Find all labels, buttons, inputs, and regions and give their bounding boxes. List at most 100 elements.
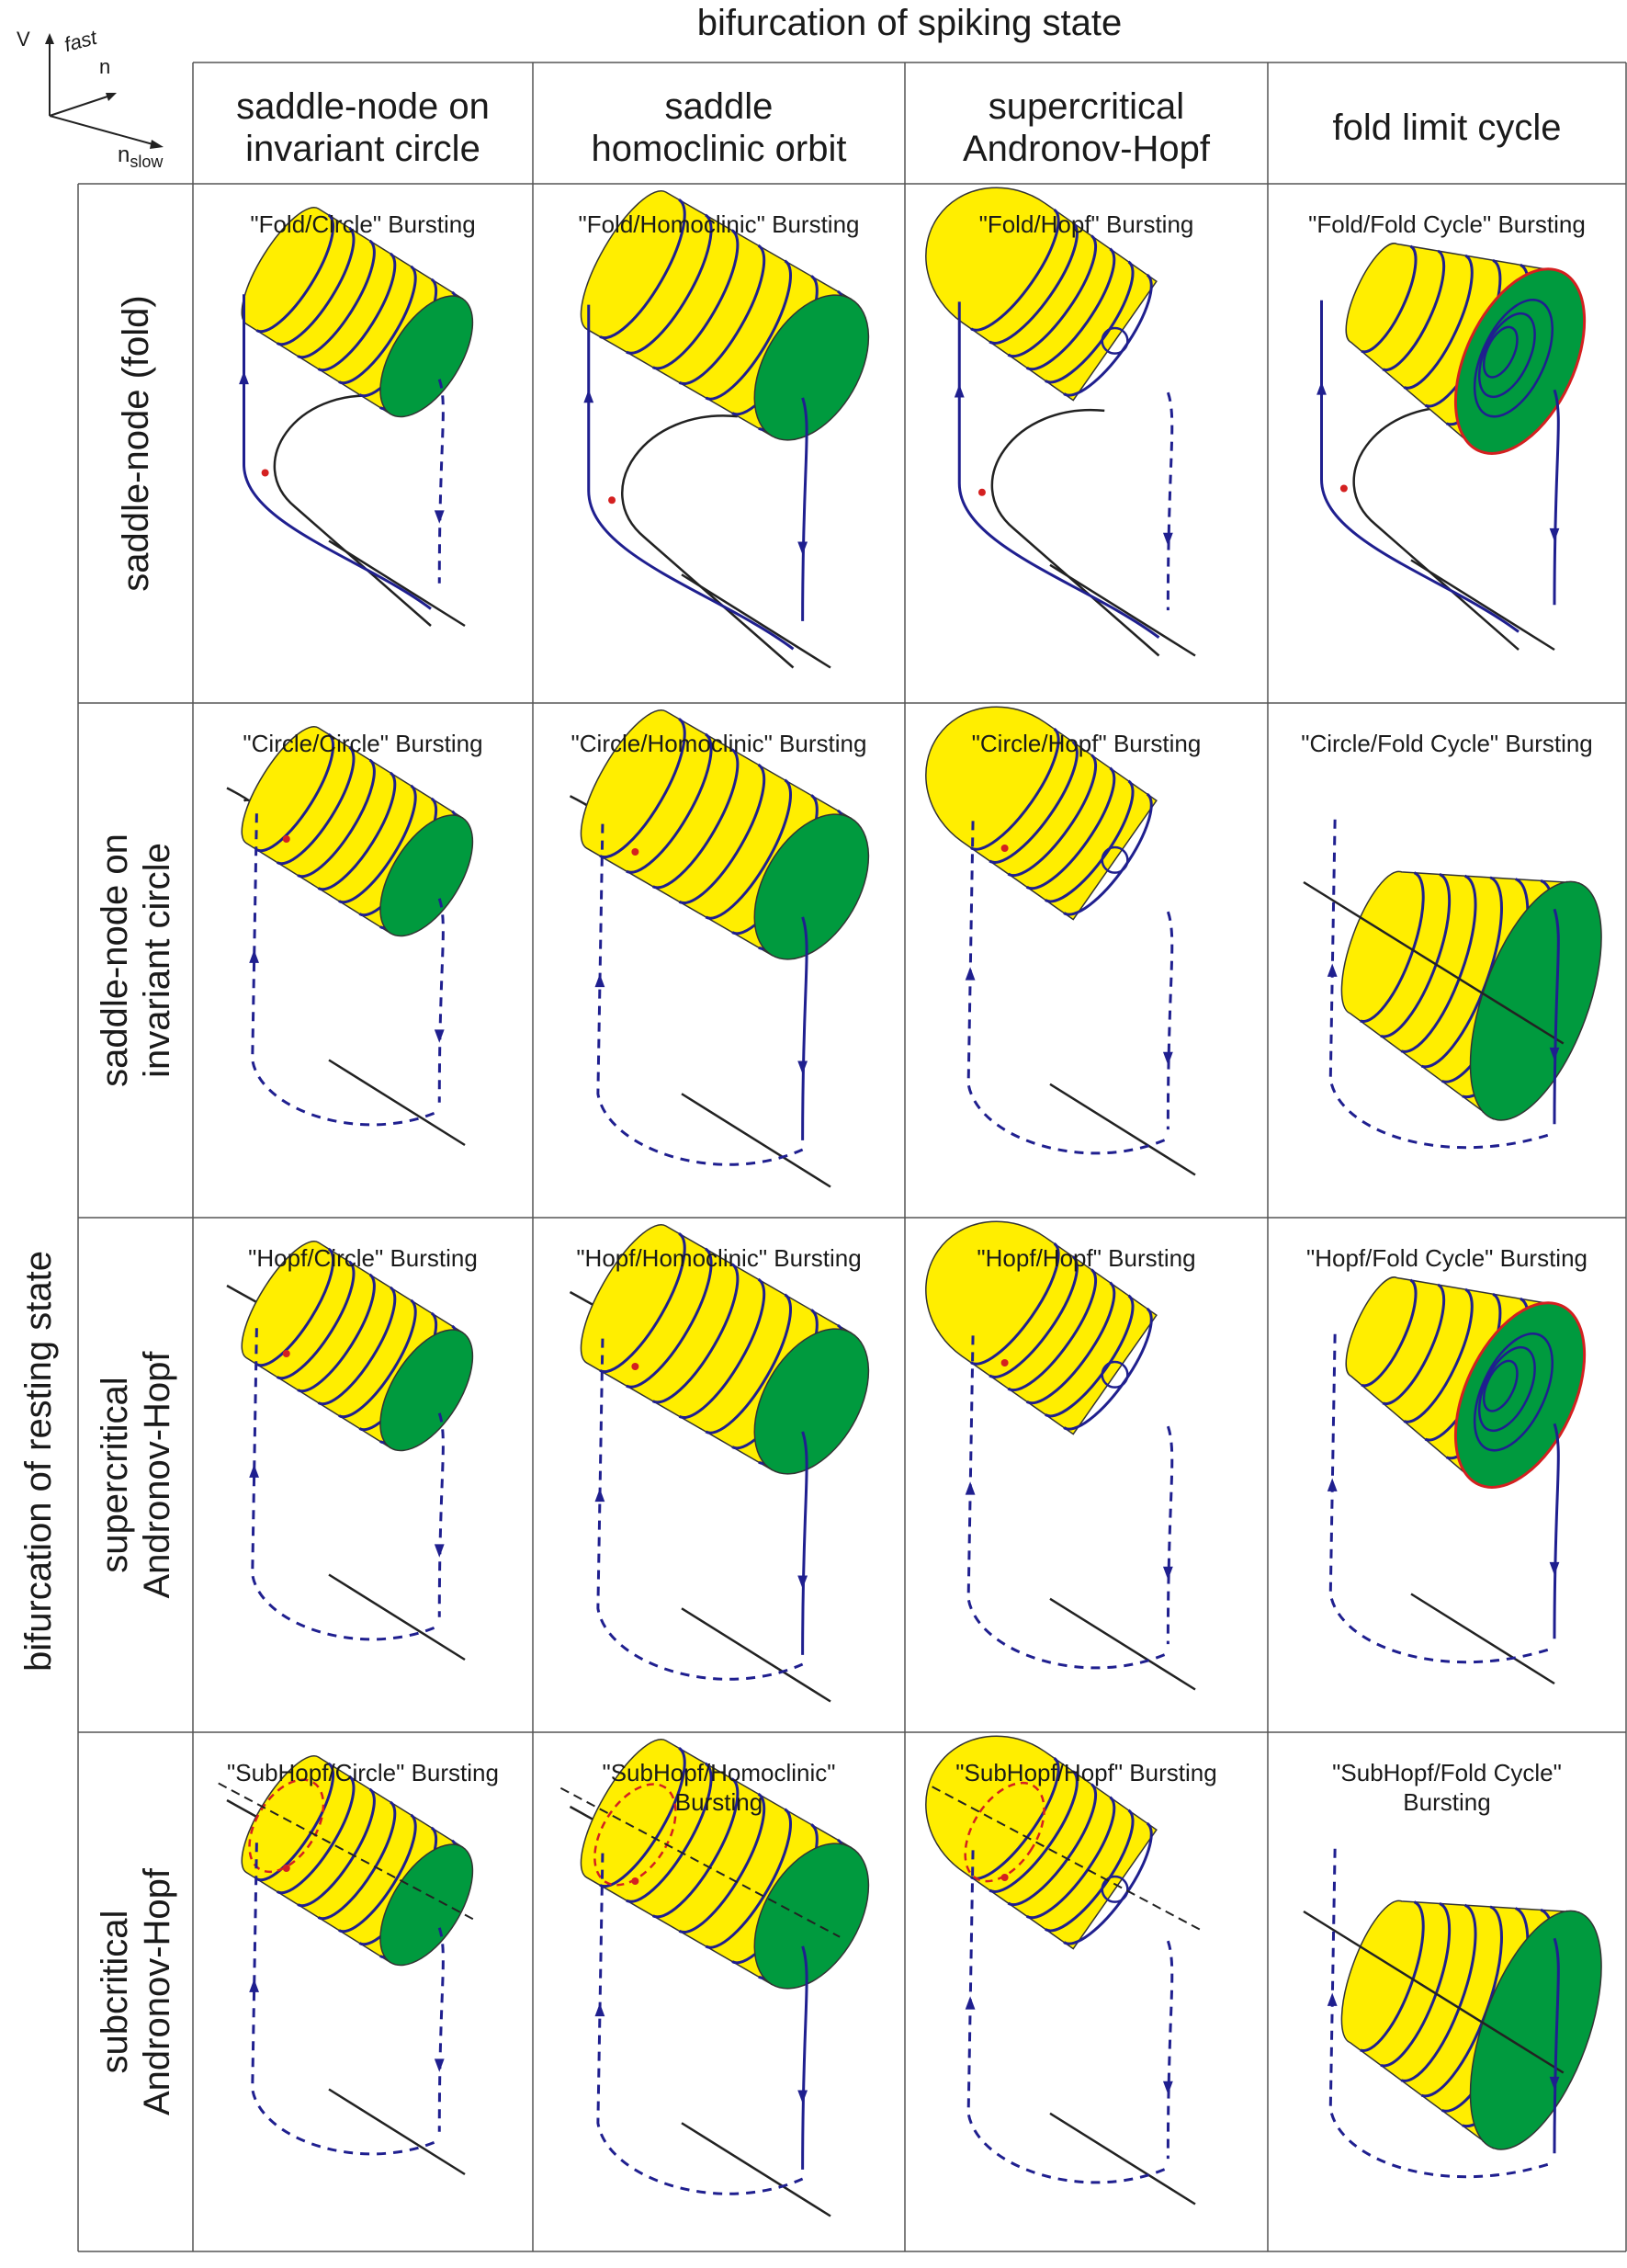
rest-branch-curve: [1410, 559, 1555, 652]
bursting-diagram: [559, 1738, 870, 2217]
spiral-trajectory: [255, 1247, 335, 1367]
limit-cycle-surface: [925, 1220, 1158, 1435]
spiral-trajectory: [705, 259, 792, 401]
spiral-trajectory: [1403, 1287, 1474, 1423]
spiral-trajectory: [1045, 1809, 1135, 1933]
down-trajectory: [801, 1945, 808, 2170]
return-trajectory: [1328, 1848, 1555, 2179]
return-trajectory: [1328, 1333, 1555, 1664]
direction-arrow-icon: [434, 1544, 445, 1558]
spiral-trajectory: [651, 748, 740, 890]
spiral-trajectory: [276, 745, 356, 866]
rest-branch-curve: [328, 2088, 466, 2176]
cell-title: "Circle/Hopf" Bursting: [971, 730, 1202, 757]
cell-title: "Hopf/Hopf" Bursting: [977, 1244, 1196, 1272]
bifurcation-point: [282, 1865, 290, 1872]
column-header-hopf: supercritical Andronov-Hopf: [905, 68, 1268, 187]
direction-arrow-icon: [249, 949, 259, 963]
spiral-trajectory: [599, 718, 686, 859]
cross-section-face: [379, 814, 474, 937]
up-trajectory: [243, 294, 432, 610]
spiral-trajectory: [276, 1775, 356, 1895]
spiral-trajectory: [989, 741, 1079, 864]
bifurcation-point: [977, 488, 986, 496]
spiral-trajectory: [626, 1247, 713, 1389]
column-header-line2: Andronov-Hopf: [962, 129, 1211, 169]
spiral-trajectory: [1007, 234, 1098, 358]
cell-title: "Fold/Homoclinic" Bursting: [578, 210, 860, 238]
cell-title: "Fold/Fold Cycle" Bursting: [1308, 210, 1586, 238]
spiral-trajectory: [970, 1242, 1060, 1366]
spiral-trajectory: [1382, 249, 1446, 371]
spiral-trajectory: [599, 198, 686, 340]
bursting-diagram: [226, 725, 474, 1147]
rest-branch-curve: [681, 1607, 831, 1703]
direction-arrow-icon: [797, 1575, 808, 1589]
bursting-diagram: [569, 1223, 870, 1703]
direction-arrow-icon: [434, 1029, 445, 1043]
rest-branch-curve: [1049, 1597, 1196, 1691]
hopf-spiral: [1101, 1875, 1129, 1903]
cell-title: "Circle/Homoclinic" Bursting: [571, 730, 867, 757]
spiral-trajectory: [678, 244, 766, 386]
spiral-trajectory: [1045, 779, 1135, 903]
column-header-homoclinic: saddle homoclinic orbit: [533, 68, 905, 187]
spiking-bifurcation-title: bifurcation of spiking state: [696, 3, 1123, 43]
bursting-diagram: [925, 1220, 1196, 1691]
spiral-trajectory: [1382, 1283, 1446, 1405]
cell-title: "SubHopf/Hopf" Bursting: [955, 1759, 1217, 1786]
spiral-trajectory: [970, 1757, 1060, 1880]
cross-section-face: [1453, 1301, 1587, 1489]
bursting-diagram: [226, 1240, 474, 1661]
slow-manifold-curve: [273, 394, 432, 627]
direction-arrow-icon: [1316, 381, 1327, 395]
spiral-trajectory: [1361, 244, 1418, 354]
rest-branch-curve: [1049, 1083, 1196, 1176]
direction-arrow-icon: [594, 973, 605, 988]
down-trajectory: [1553, 1423, 1560, 1639]
direction-arrow-icon: [434, 2058, 445, 2072]
down-trajectory: [437, 1412, 445, 1617]
spiral-trajectory: [1025, 1281, 1116, 1405]
rest-branch-curve: [681, 1093, 831, 1188]
spiral-trajectory: [651, 229, 740, 370]
bifurcation-point: [1000, 845, 1009, 852]
spiral-trajectory: [970, 728, 1060, 851]
inner-spiral: [1477, 312, 1536, 399]
direction-arrow-icon: [239, 370, 249, 385]
column-header-line1: fold limit cycle: [1332, 108, 1562, 148]
cross-section-face: [379, 1843, 474, 1967]
slow-manifold-curve: [990, 408, 1160, 657]
unstable-branch: [559, 1786, 841, 1938]
up-trajectory: [1320, 300, 1520, 633]
spiral-trajectory: [678, 763, 766, 905]
bursting-diagram: [1303, 1848, 1602, 2179]
spiral-trajectory: [970, 209, 1060, 332]
return-trajectory: [1328, 819, 1555, 1150]
return-trajectory: [596, 1338, 804, 1681]
spiral-trajectory: [1403, 254, 1474, 390]
bursting-diagram: [1303, 819, 1602, 1150]
cell-title: "SubHopf/Circle" Bursting: [227, 1759, 499, 1786]
limit-cycle-surface: [925, 1735, 1158, 1950]
spiral-trajectory: [255, 732, 335, 853]
cell-title: "Circle/Fold Cycle" Bursting: [1301, 730, 1593, 757]
return-trajectory: [966, 821, 1169, 1155]
rest-branch-curve: [328, 539, 466, 628]
direction-arrow-icon: [1327, 1992, 1338, 2006]
rest-branch-curve: [1049, 563, 1196, 657]
direction-arrow-icon: [583, 389, 594, 403]
spiral-trajectory: [1007, 1783, 1098, 1907]
cross-section-face: [379, 1329, 474, 1452]
spiral-trajectory: [1360, 1900, 1425, 2052]
spiral-trajectory: [678, 1277, 766, 1420]
down-trajectory: [801, 1431, 808, 1655]
rest-branch-curve: [681, 2122, 831, 2217]
hopf-spiral: [1101, 326, 1129, 355]
spiral-trajectory: [1360, 871, 1425, 1023]
bifurcation-point: [608, 496, 616, 505]
spiral-trajectory: [317, 1286, 397, 1406]
cell-title: "SubHopf/Homoclinic" Bursting: [602, 1759, 836, 1816]
spiral-trajectory: [1025, 766, 1116, 890]
